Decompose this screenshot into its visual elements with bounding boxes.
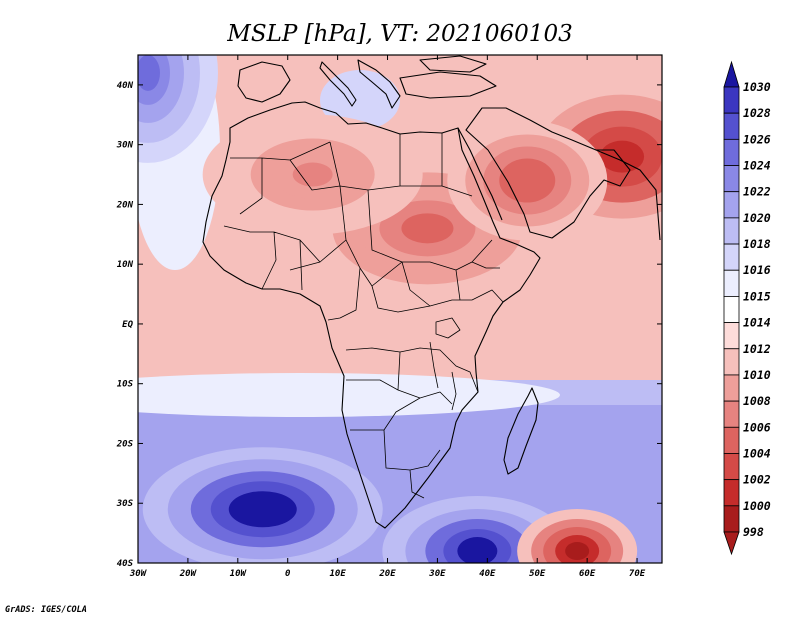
colorbar-label: 1018 (743, 237, 771, 251)
lon-tick-label: 30W (129, 569, 148, 579)
lon-tick-label: 10W (230, 569, 248, 579)
colorbar-segment (723, 217, 740, 245)
longitude-axis: 30W 20W 10W 0 10E 20E 30E 40E 50E 60E 70E (129, 55, 646, 579)
colorbar-segment (723, 243, 740, 271)
colorbar-label: 1004 (743, 446, 771, 460)
colorbar-segment (723, 400, 740, 428)
lat-tick-label: 10N (117, 260, 134, 270)
colorbar-segment (723, 165, 740, 193)
pressure-field (138, 55, 662, 563)
colorbar-label: 1014 (743, 316, 771, 330)
colorbar-label: 1015 (743, 289, 771, 303)
lon-tick-label: 60E (579, 569, 596, 579)
black-sea-coastline (419, 55, 487, 73)
pressure-ring-1029 (457, 537, 498, 563)
iberia-coastline (237, 61, 291, 103)
colorbar-segment (723, 269, 740, 297)
balkans-coastline (357, 59, 401, 109)
colorbar-label: 1028 (743, 106, 771, 120)
lake-tanganyika-malawi (429, 341, 457, 411)
plot-border (137, 54, 663, 564)
lat-tick-label: 20N (116, 200, 134, 210)
lon-tick-label: 20W (179, 569, 198, 579)
colorbar-label: 1030 (743, 80, 771, 94)
colorbar-bottom-arrow (723, 531, 740, 556)
colorbar-segment (723, 112, 740, 140)
colorbar-label: 1012 (743, 342, 771, 356)
colorbar-segment (723, 86, 740, 114)
country-borders-north (230, 133, 493, 271)
pressure-ring-998 (565, 542, 590, 561)
italy-coastline (319, 61, 357, 107)
colorbar-segment (723, 374, 740, 402)
pressure-ring-1004 (401, 213, 454, 244)
lat-tick-label: 30N (116, 141, 134, 151)
mediterranean-high (320, 70, 400, 130)
colorbar-legend: 1030 1028 1026 1024 1022 1020 1018 1016 1015 1014… (723, 60, 771, 556)
colorbar-segment (723, 138, 740, 166)
lake-victoria (435, 317, 461, 339)
coastline-and-borders (202, 55, 661, 529)
colorbar-label: 1016 (743, 263, 771, 277)
lat-tick-label: 40N (117, 81, 134, 91)
colorbar-label: 1010 (743, 368, 771, 382)
colorbar-label: 1002 (743, 473, 771, 487)
madagascar-coastline (503, 387, 539, 475)
colorbar-label: 1024 (743, 159, 771, 173)
pressure-ring-1000 (600, 140, 645, 173)
arabian-peninsula-coastline (465, 107, 631, 239)
pressure-ring-1003 (513, 168, 542, 193)
grads-credit: GrADS: IGES/COLA (5, 605, 87, 615)
colorbar-label: 1026 (743, 132, 771, 146)
country-borders-central (223, 225, 504, 321)
colorbar-label: 1022 (743, 185, 771, 199)
lat-tick-label: 30S (116, 499, 134, 509)
colorbar-segment (723, 479, 740, 507)
lat-tick-label: 20S (116, 439, 134, 449)
anatolia-coastline (399, 71, 497, 99)
asia-coastline (595, 149, 661, 241)
red-sea-coast (457, 127, 503, 221)
pressure-ring-1024 (138, 55, 160, 91)
colorbar-label: 1006 (743, 420, 771, 434)
africa-coastline (202, 101, 541, 529)
colorbar-label: 998 (743, 525, 764, 539)
colorbar-segment (723, 426, 740, 454)
colorbar-segment (723, 505, 740, 533)
lon-tick-label: 0 (285, 569, 291, 579)
colorbar-label: 1008 (743, 394, 771, 408)
pressure-contour-fill (138, 55, 662, 563)
lat-tick-label: EQ (122, 320, 133, 330)
map-title: MSLP [hPa], VT: 2021060103 (226, 21, 572, 47)
colorbar-segment (723, 296, 740, 323)
latitude-axis: 40N 30N 20N 10N EQ 10S 20S 30S 40S (116, 81, 662, 569)
lon-tick-label: 50E (529, 569, 546, 579)
lon-tick-label: 40E (479, 569, 496, 579)
map-grid-frame: 30W 20W 10W 0 10E 20E 30E 40E 50E 60E 70E 40N 30N 20… (116, 54, 663, 579)
colorbar-segment (723, 322, 740, 350)
colorbar-label: 1020 (743, 211, 771, 225)
lat-tick-label: 40S (117, 559, 134, 569)
pressure-ring-1006 (292, 162, 333, 187)
pressure-ring-1030 (228, 491, 297, 528)
lon-tick-label: 20E (378, 569, 396, 579)
lat-tick-label: 10S (117, 380, 134, 390)
country-borders-south (345, 347, 479, 499)
colorbar-segment (723, 348, 740, 376)
colorbar-top-arrow (723, 60, 740, 88)
lon-tick-label: 70E (629, 569, 646, 579)
colorbar-segment (723, 453, 740, 481)
colorbar-segment (723, 191, 740, 219)
lon-tick-label: 30E (428, 569, 446, 579)
lon-tick-label: 10E (329, 569, 346, 579)
colorbar-label: 1000 (743, 499, 771, 513)
